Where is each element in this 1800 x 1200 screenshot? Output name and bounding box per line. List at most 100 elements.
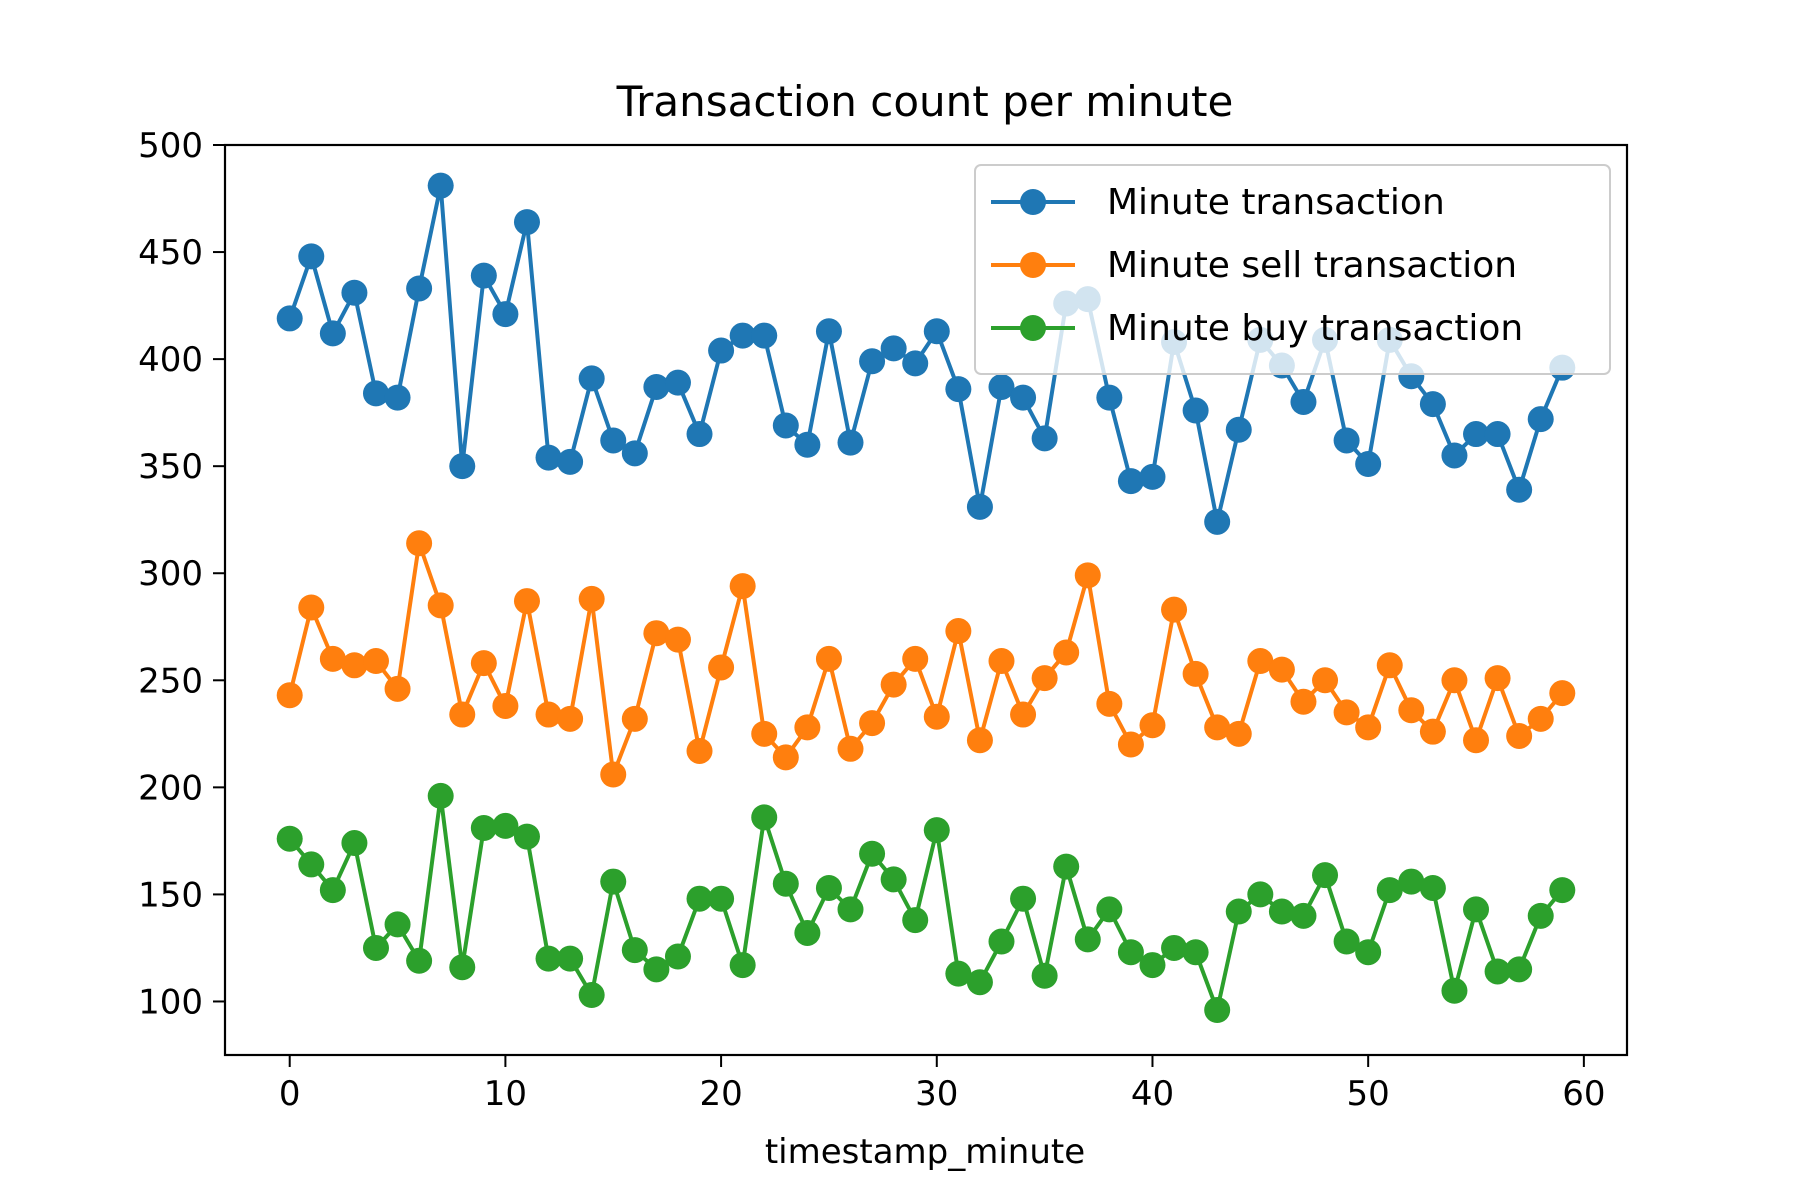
data-point [298, 594, 325, 621]
data-point [837, 735, 864, 762]
data-point [1117, 731, 1144, 758]
data-point [1506, 476, 1533, 503]
series-layer [276, 172, 1576, 1024]
data-point [1549, 877, 1576, 904]
data-point [578, 982, 605, 1009]
data-point [988, 373, 1015, 400]
data-point [859, 348, 886, 375]
data-point [1333, 928, 1360, 955]
data-point [1161, 596, 1188, 623]
data-point [1527, 705, 1554, 732]
data-point [1031, 962, 1058, 989]
data-point [513, 823, 540, 850]
x-tick-label: 20 [699, 1074, 742, 1114]
data-point [1441, 667, 1468, 694]
data-point [1074, 562, 1101, 589]
x-tick-label: 60 [1562, 1074, 1605, 1114]
data-point [406, 275, 433, 302]
data-point [1484, 665, 1511, 692]
data-point [535, 701, 562, 728]
data-point [1290, 902, 1317, 929]
data-point [621, 705, 648, 732]
data-point [384, 675, 411, 702]
legend-label: Minute sell transaction [1107, 245, 1517, 286]
y-tick-label: 250 [138, 661, 203, 701]
data-point [794, 919, 821, 946]
data-point [1355, 939, 1382, 966]
data-point [1419, 718, 1446, 745]
data-point [600, 761, 627, 788]
data-point [664, 943, 691, 970]
plot-area: 0 10 20 30 40 50 60 100 150 200 250 300 350 400 450 500 [138, 126, 1629, 1114]
data-point [298, 851, 325, 878]
data-point [1096, 896, 1123, 923]
data-point [1355, 451, 1382, 478]
legend-label: Minute transaction [1107, 182, 1445, 223]
data-point [1010, 701, 1037, 728]
y-tick-label: 500 [138, 126, 203, 166]
data-point [535, 945, 562, 972]
y-tick-label: 350 [138, 447, 203, 487]
data-point [902, 350, 929, 377]
data-point [427, 592, 454, 619]
data-point [1161, 934, 1188, 961]
data-point [1096, 690, 1123, 717]
data-point [341, 830, 368, 857]
data-point [772, 412, 799, 439]
data-point [1463, 421, 1490, 448]
data-point [276, 825, 303, 852]
data-point [923, 318, 950, 345]
data-point [923, 703, 950, 730]
data-point [492, 301, 519, 328]
data-point [319, 320, 346, 347]
data-point [513, 209, 540, 236]
data-point [427, 782, 454, 809]
data-point [923, 817, 950, 844]
data-point [578, 585, 605, 612]
data-point [751, 804, 778, 831]
data-point [1182, 660, 1209, 687]
data-point [470, 650, 497, 677]
data-point [362, 648, 389, 675]
data-point [362, 380, 389, 407]
data-point [1398, 868, 1425, 895]
data-point [643, 620, 670, 647]
data-point [578, 365, 605, 392]
data-point [1268, 898, 1295, 925]
data-point [1463, 896, 1490, 923]
data-point [621, 440, 648, 467]
data-point [1333, 427, 1360, 454]
data-point [643, 956, 670, 983]
data-point [1053, 639, 1080, 666]
y-tick-label: 400 [138, 340, 203, 380]
data-point [406, 530, 433, 557]
data-point [1527, 902, 1554, 929]
data-point [341, 279, 368, 306]
data-point [751, 322, 778, 349]
data-point [427, 172, 454, 199]
data-point [600, 868, 627, 895]
legend-entry-minute-buy-transaction: Minute buy transaction [991, 308, 1523, 349]
data-point [859, 710, 886, 737]
data-point [945, 960, 972, 987]
data-point [319, 645, 346, 672]
data-point [815, 318, 842, 345]
data-point [1463, 727, 1490, 754]
data-point [449, 453, 476, 480]
data-point [902, 907, 929, 934]
data-point [837, 896, 864, 923]
legend-label: Minute buy transaction [1107, 308, 1523, 349]
data-point [664, 626, 691, 653]
series-minute-buy-transaction [276, 782, 1576, 1024]
data-point [1096, 384, 1123, 411]
data-point [1355, 714, 1382, 741]
series-minute-sell-transaction [276, 530, 1576, 788]
data-point [557, 705, 584, 732]
data-point [1484, 958, 1511, 985]
data-point [1182, 939, 1209, 966]
data-point [988, 648, 1015, 675]
data-point [298, 243, 325, 270]
x-tick-label: 0 [279, 1074, 301, 1114]
data-point [341, 652, 368, 679]
